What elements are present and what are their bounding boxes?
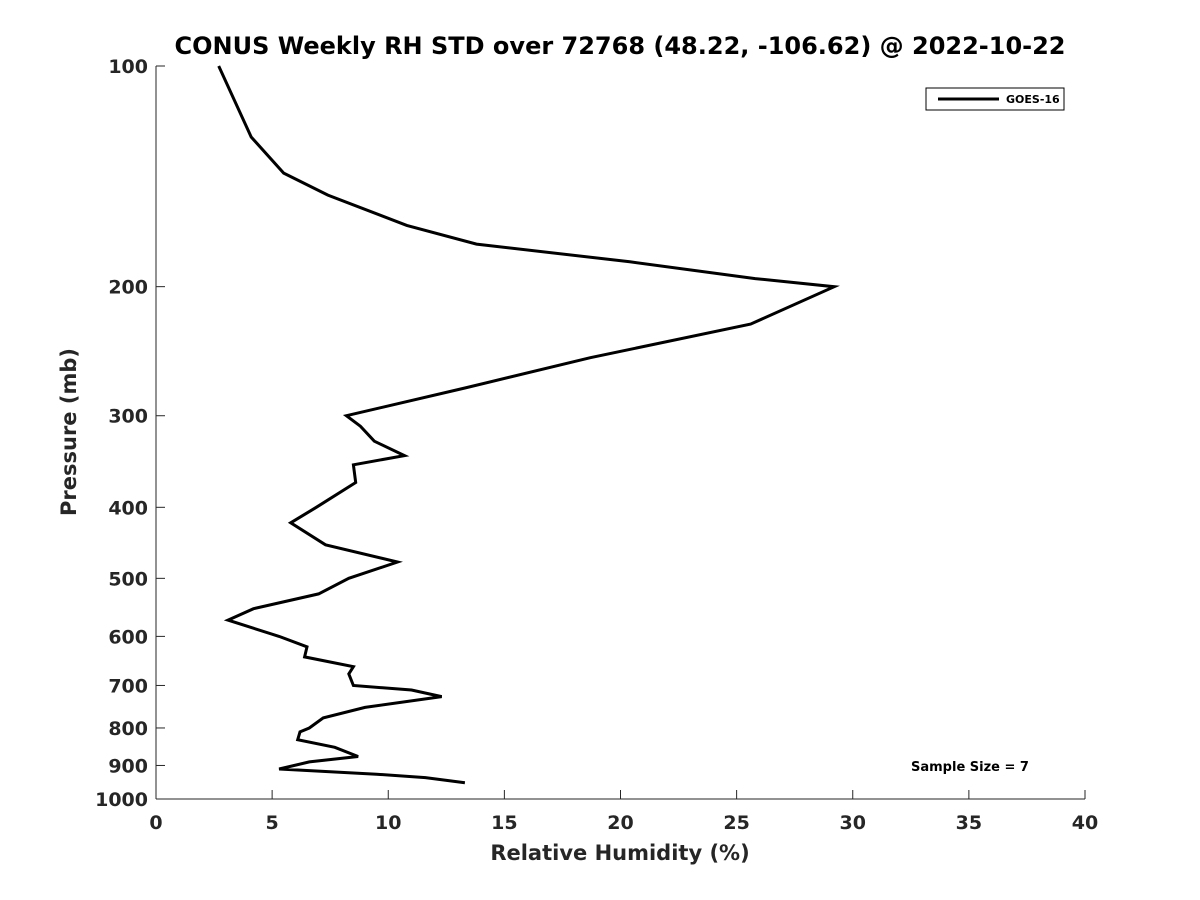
y-tick-label: 800 [108,718,148,740]
x-tick-label: 30 [840,812,866,834]
x-tick-label: 35 [956,812,982,834]
sample-size-annotation: Sample Size = 7 [911,760,1029,775]
y-tick-label: 300 [108,406,148,428]
series-layer [217,65,840,785]
y-tick-label: 500 [108,568,148,590]
legend-entry-goes-16: GOES-16 [1006,93,1060,106]
series-line-goes-16 [217,65,840,785]
x-tick-label: 15 [491,812,517,834]
y-tick-label: 700 [108,675,148,697]
x-axis-label: Relative Humidity (%) [490,841,749,865]
chart-title: CONUS Weekly RH STD over 72768 (48.22, -… [174,32,1065,60]
y-axis-label: Pressure (mb) [57,348,81,516]
axes: 0 5 10 15 20 25 30 35 40 100 200 300 400 500 600 700 800… [95,56,1098,834]
y-tick-label: 1000 [95,789,148,811]
x-tick-label: 10 [375,812,401,834]
y-tick-label: 600 [108,626,148,648]
x-tick-label: 25 [723,812,749,834]
y-tick-label: 400 [108,497,148,519]
y-tick-label: 100 [108,56,148,78]
x-tick-label: 5 [266,812,279,834]
y-tick-label: 200 [108,277,148,299]
x-tick-label: 40 [1072,812,1098,834]
x-tick-label: 20 [607,812,633,834]
y-tick-label: 900 [108,755,148,777]
x-tick-label: 0 [149,812,162,834]
legend: GOES-16 [925,87,1065,111]
